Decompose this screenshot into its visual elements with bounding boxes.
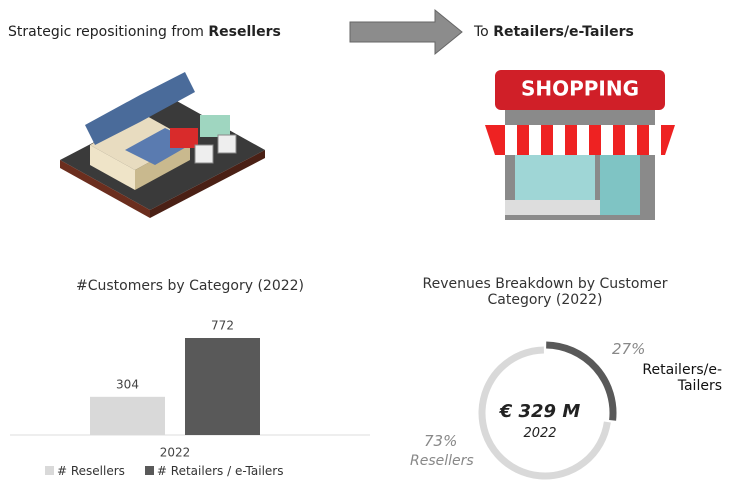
header-text: Strategic repositioning from — [8, 24, 204, 40]
header-bold: Retailers/e-Tailers — [493, 24, 634, 40]
bar — [185, 338, 260, 435]
center-label: 2022 — [470, 426, 610, 441]
shop-sign: SHOPPING — [521, 77, 639, 101]
chart-title: #Customers by Category (2022) — [70, 278, 310, 294]
slide: SHOPPING 2022 304 772 Strategic reposition… — [0, 0, 735, 482]
header-text: To — [474, 24, 489, 40]
data-label: 772 — [211, 319, 234, 333]
value-label: 27% — [612, 340, 645, 358]
data-label: 304 — [116, 377, 139, 391]
x-tick-label: 2022 — [160, 446, 191, 460]
arrow — [350, 10, 462, 54]
legend-label: # Resellers — [57, 464, 125, 478]
legend-label: # Retailers / e-Tailers — [157, 464, 284, 478]
legend-swatch — [45, 466, 54, 475]
chart-title: Revenues Breakdown by Customer Category … — [420, 276, 670, 308]
category-label: Retailers/e-Tailers — [632, 362, 722, 394]
header-left: Strategic repositioning from Resellers — [8, 24, 281, 40]
shop-icon: SHOPPING — [485, 70, 675, 220]
header-right: To Retailers/e-Tailers — [474, 24, 634, 40]
legend-swatch — [145, 466, 154, 475]
category-label: Resellers — [410, 453, 474, 469]
center-value: € 329 M — [470, 401, 610, 422]
header-bold: Resellers — [208, 24, 280, 40]
value-label: 73% — [424, 432, 457, 450]
canvas: SHOPPING 2022 304 772 — [0, 0, 735, 482]
legend: # Resellers # Retailers / e-Tailers — [45, 464, 283, 478]
bar — [90, 397, 165, 435]
warehouse-icon — [60, 72, 265, 218]
